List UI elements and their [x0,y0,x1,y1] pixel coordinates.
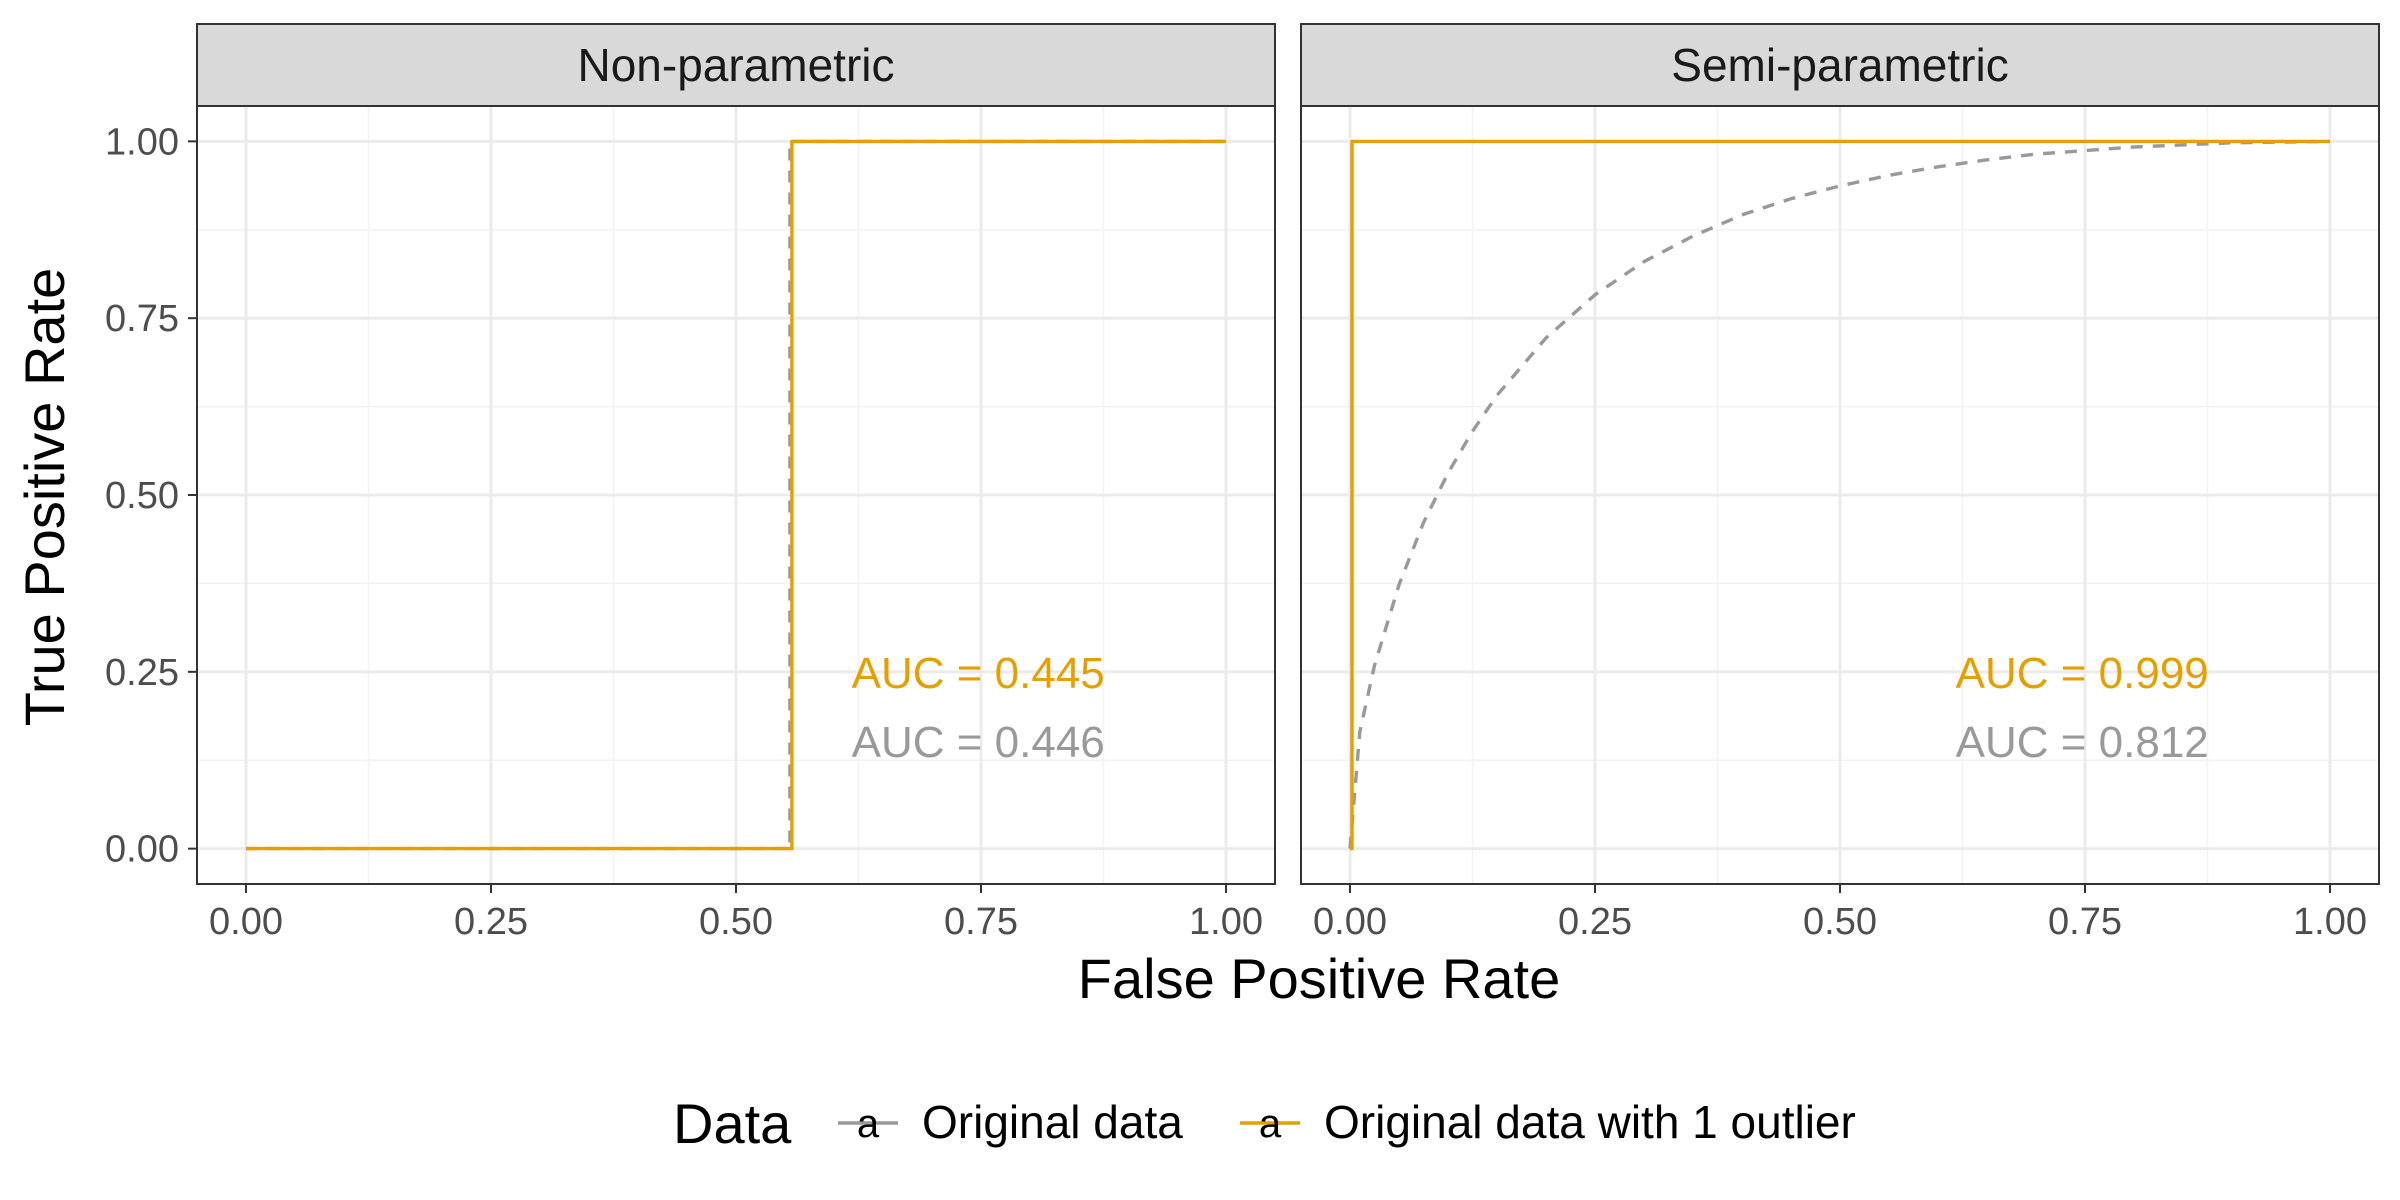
legend-title: Data [673,1092,792,1155]
legend-key-glyph: a [857,1102,880,1146]
legend-key-glyph: a [1259,1102,1282,1146]
x-tick-label: 0.50 [699,901,773,943]
x-tick-label: 0.75 [944,901,1018,943]
y-tick-label: 0.50 [105,475,179,517]
x-tick-label: 0.50 [1803,901,1877,943]
auc-annotation: AUC = 0.446 [852,718,1105,767]
panel-strip [1300,23,2380,107]
y-tick-label: 0.75 [105,298,179,340]
panel-strip-title: Non-parametric [578,39,895,91]
series-line-1 [1348,139,2331,849]
x-tick-label: 0.75 [2048,901,2122,943]
x-axis-title: False Positive Rate [1078,947,1560,1010]
series-line-2 [246,139,1226,851]
auc-annotation: AUC = 0.445 [852,649,1105,698]
y-axis-title: True Positive Rate [13,268,76,727]
panel-2: Semi-parametric AUC = 0.999 AUC = 0.812 0.0… [1300,23,2380,943]
x-tick-label: 0.25 [454,901,528,943]
panel-1: Non-parametric AUC = 0.445 AUC = 0.446 0.00… [105,23,1276,943]
legend: Data a Original data a Original data with 1 … [673,1092,1856,1155]
y-tick-label: 0.00 [105,829,179,871]
panel-strip-title: Semi-parametric [1671,39,2008,91]
auc-annotation: AUC = 0.999 [1956,649,2209,698]
x-tick-label: 0.00 [1313,901,1387,943]
series-line-2 [1350,139,2330,851]
y-tick-label: 0.25 [105,652,179,694]
legend-entry-label: Original data [922,1096,1183,1148]
auc-annotation: AUC = 0.812 [1956,718,2209,767]
x-tick-label: 1.00 [1189,901,1263,943]
y-tick-label: 1.00 [105,121,179,163]
panel-strip [196,23,1276,107]
x-tick-label: 0.25 [1558,901,1632,943]
x-tick-label: 0.00 [209,901,283,943]
legend-entry-label: Original data with 1 outlier [1324,1096,1856,1148]
x-tick-label: 1.00 [2293,901,2367,943]
